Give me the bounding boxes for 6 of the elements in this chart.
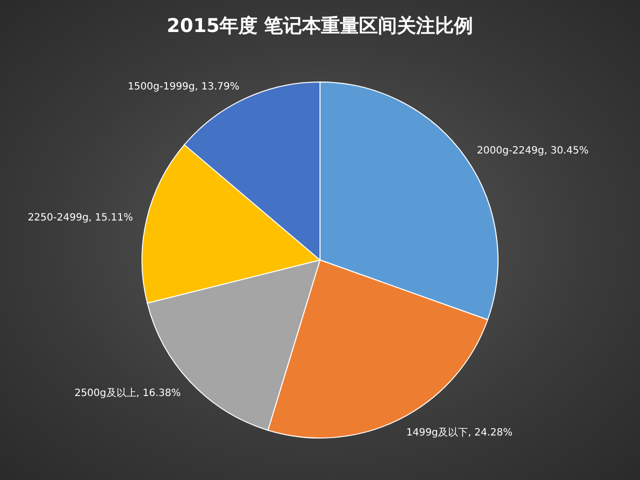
slice-label: 2250-2499g, 15.11% <box>28 212 134 224</box>
chart-title: 2015年度 笔记本重量区间关注比例 <box>166 15 474 37</box>
slice-label: 2500g及以上, 16.38% <box>74 387 181 400</box>
slice-label: 1500g-1999g, 13.79% <box>128 82 240 93</box>
slice-label: 1499g及以下, 24.28% <box>406 426 513 439</box>
slice-label: 2000g-2249g, 30.45% <box>476 145 589 156</box>
